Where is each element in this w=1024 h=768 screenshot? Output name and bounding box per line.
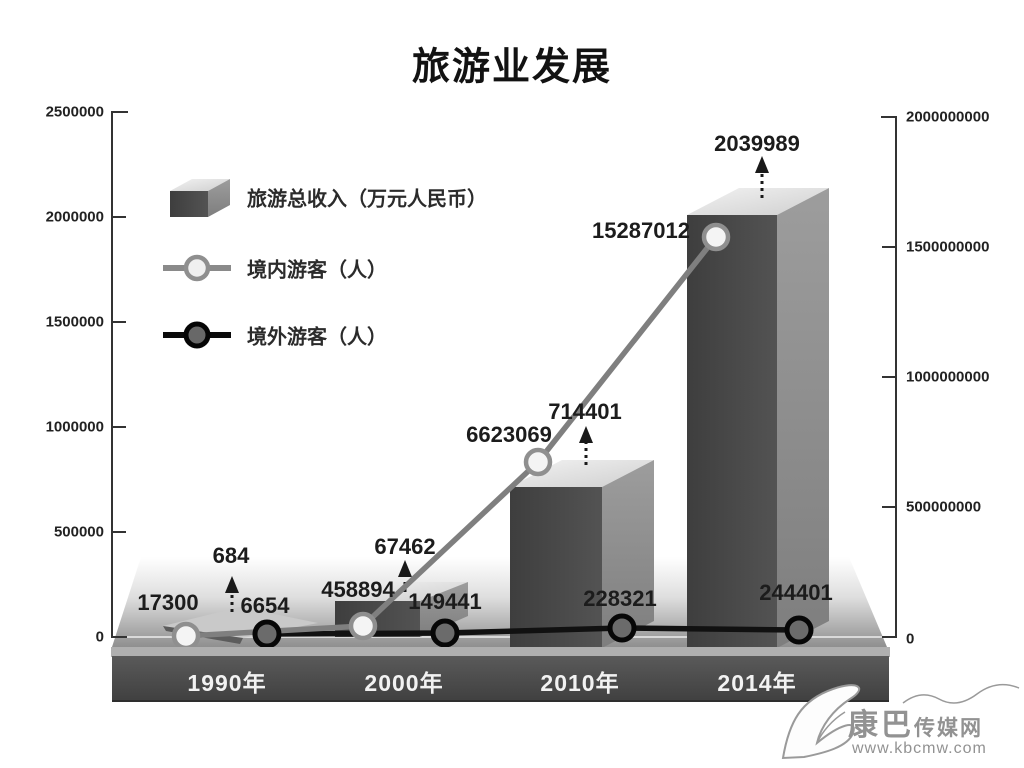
platform-edge <box>111 647 890 657</box>
right-axis-tick-1000000000: 1000000000 <box>906 368 990 386</box>
value-revenue-2014: 2039989 <box>714 131 800 156</box>
value-revenue-2000: 67462 <box>374 534 436 559</box>
platform-band <box>112 656 889 701</box>
x-axis-label-2014: 2014年 <box>717 670 797 696</box>
left-axis-tick-2500000: 2500000 <box>45 103 104 121</box>
markers-domestic-visitors <box>171 222 731 651</box>
value-revenue-1990: 684 <box>212 543 250 568</box>
markers-foreign-visitors <box>252 613 814 649</box>
x-axis-label-2000: 2000年 <box>364 670 444 696</box>
right-axis-tick-0: 0 <box>906 630 915 648</box>
value-foreign-2014: 244401 <box>759 580 833 605</box>
left-axis-tick-1000000: 1000000 <box>45 418 104 436</box>
right-axis <box>881 116 897 638</box>
bar-value-arrows <box>225 156 769 612</box>
bar-2014 <box>687 188 829 648</box>
value-foreign-2000: 149441 <box>408 589 482 614</box>
left-axis-tick-2000000: 2000000 <box>45 208 104 226</box>
watermark-logo-icon <box>781 683 1020 760</box>
value-foreign-2010: 228321 <box>583 586 657 611</box>
legend-bar-icon <box>170 179 230 217</box>
right-axis-tick-2000000000: 2000000000 <box>906 108 990 126</box>
value-domestic-2014: 15287012 <box>592 218 690 243</box>
right-axis-tick-1500000000: 1500000000 <box>906 238 990 256</box>
chart-title: 旅游业发展 <box>411 46 613 89</box>
legend-foreign-line-icon <box>163 321 231 349</box>
value-revenue-2010: 714401 <box>548 399 622 424</box>
x-axis-label-2010: 2010年 <box>540 670 620 696</box>
left-axis <box>111 111 128 638</box>
watermark-name-small: 传媒网 <box>914 717 983 740</box>
legend-label-foreign: 境外游客（人） <box>247 326 387 349</box>
watermark-name-big: 康巴 <box>848 709 914 742</box>
legend-domestic-line-icon <box>163 254 231 282</box>
bar-2010 <box>510 460 654 648</box>
right-axis-tick-500000000: 500000000 <box>906 498 982 516</box>
watermark-name: 康巴传媒网 <box>848 700 983 744</box>
value-domestic-2010: 6623069 <box>466 422 552 447</box>
value-domestic-1990: 17300 <box>137 590 199 615</box>
x-axis-label-1990: 1990年 <box>187 670 267 696</box>
left-axis-tick-500000: 500000 <box>53 523 104 541</box>
value-domestic-2000: 458894 <box>321 577 395 602</box>
legend-label-revenue: 旅游总收入（万元人民币） <box>247 188 487 211</box>
legend-label-domestic: 境内游客（人） <box>247 259 387 282</box>
watermark-url: www.kbcmw.com <box>852 740 987 757</box>
left-axis-tick-1500000: 1500000 <box>45 313 104 331</box>
value-foreign-1990: 6654 <box>240 593 290 618</box>
left-axis-tick-0: 0 <box>95 628 104 646</box>
